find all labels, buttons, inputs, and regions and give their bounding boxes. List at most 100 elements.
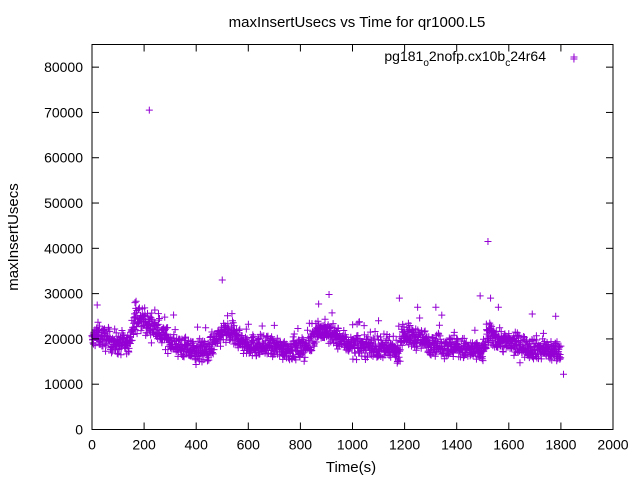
data-point: [398, 341, 406, 349]
data-point: [194, 323, 202, 331]
data-point: [436, 335, 444, 343]
data-point: [150, 326, 158, 334]
data-point: [141, 304, 149, 312]
data-point: [306, 345, 314, 353]
data-point: [133, 330, 141, 338]
x-axis-label: Time(s): [326, 459, 376, 476]
data-point: [249, 337, 257, 345]
data-point: [512, 338, 520, 345]
data-point: [308, 347, 316, 355]
data-point: [170, 311, 178, 319]
data-point: [314, 317, 322, 325]
data-point: [129, 331, 137, 339]
data-point-outlier: [395, 294, 403, 302]
data-point: [209, 350, 217, 358]
data-point: [230, 322, 238, 330]
data-point-outlier: [270, 321, 278, 329]
data-point: [117, 351, 125, 359]
data-point: [292, 356, 300, 364]
legend-label: pg181o2nofp.cx10bc24r64: [384, 48, 546, 69]
data-point: [164, 350, 172, 358]
data-point: [392, 336, 400, 344]
data-point: [238, 332, 246, 340]
data-point: [385, 352, 393, 360]
x-tick-label: 1600: [493, 437, 524, 453]
data-point: [154, 310, 162, 318]
data-point-outlier: [315, 300, 323, 308]
x-tick-label: 200: [132, 437, 156, 453]
data-point: [235, 327, 243, 335]
data-point: [460, 334, 468, 342]
data-point: [420, 328, 428, 336]
data-point: [132, 297, 140, 305]
data-point: [557, 342, 565, 350]
data-point: [340, 327, 348, 335]
data-point: [222, 338, 230, 346]
data-point: [192, 360, 200, 368]
data-point: [254, 334, 262, 342]
data-point: [132, 314, 140, 322]
data-point: [164, 324, 172, 332]
data-point: [170, 331, 178, 339]
data-point: [417, 344, 425, 352]
data-point: [329, 320, 337, 328]
data-point: [486, 319, 494, 327]
x-tick-label: 600: [237, 437, 261, 453]
data-point: [435, 330, 443, 338]
data-point: [406, 322, 414, 330]
data-point: [279, 355, 287, 363]
data-point: [496, 324, 504, 332]
data-point: [364, 333, 372, 341]
data-point: [171, 326, 179, 334]
data-point: [181, 334, 189, 342]
data-point: [210, 346, 218, 354]
data-point: [416, 314, 424, 322]
data-point: [114, 350, 122, 358]
data-point: [396, 346, 404, 354]
data-point: [198, 341, 206, 349]
data-point: [228, 310, 236, 318]
data-point: [488, 323, 496, 331]
data-point: [355, 318, 363, 326]
data-point: [360, 322, 368, 330]
data-point: [300, 357, 308, 365]
data-point-outlier: [375, 317, 383, 325]
data-point: [200, 356, 208, 364]
data-point-outlier: [145, 106, 153, 114]
data-point: [444, 350, 452, 358]
data-point: [106, 327, 114, 335]
data-point: [546, 355, 554, 363]
data-point-outlier: [325, 291, 333, 299]
y-tick-label: 30000: [44, 286, 83, 302]
data-point: [499, 348, 507, 356]
data-point: [366, 328, 374, 336]
data-point: [244, 320, 252, 328]
data-point: [202, 324, 210, 332]
data-point: [548, 356, 556, 364]
data-point: [224, 312, 232, 320]
data-point: [91, 342, 99, 350]
data-point: [96, 322, 104, 330]
x-tick-label: 0: [88, 437, 96, 453]
data-point-outlier: [494, 303, 502, 311]
data-point: [255, 348, 263, 356]
data-point: [285, 354, 293, 362]
data-point: [371, 327, 379, 335]
data-point-outlier: [528, 310, 536, 318]
data-point: [553, 338, 561, 346]
y-tick-label: 20000: [44, 331, 83, 347]
data-point: [431, 352, 439, 360]
data-point: [290, 330, 298, 338]
data-point-outlier: [432, 303, 440, 311]
x-tick-label: 400: [185, 437, 209, 453]
x-tick-label: 1400: [441, 437, 472, 453]
data-point-outlier: [484, 238, 492, 246]
data-point: [111, 325, 119, 333]
data-point: [152, 321, 160, 329]
x-tick-label: 800: [289, 437, 313, 453]
data-point: [294, 325, 302, 333]
data-point: [369, 334, 377, 342]
data-point: [156, 315, 164, 323]
y-tick-label: 50000: [44, 195, 83, 211]
data-point: [471, 326, 479, 334]
